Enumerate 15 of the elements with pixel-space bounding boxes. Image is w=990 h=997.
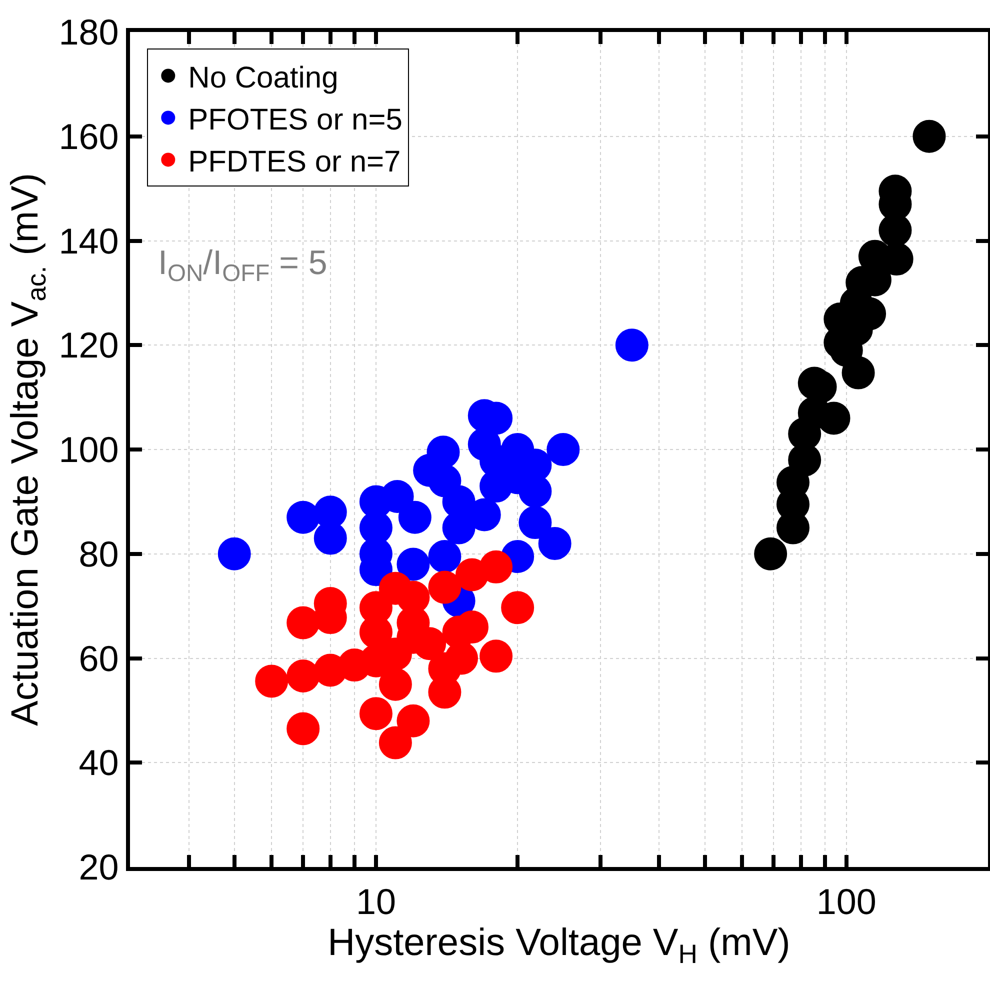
y-tick-label: 40 [78, 742, 119, 784]
y-tick-label: 140 [58, 220, 119, 262]
legend-label: PFOTES or n=5 [188, 103, 402, 136]
y-tick-label: 60 [78, 638, 119, 679]
y-tick-label: 180 [58, 12, 119, 53]
legend-label: No Coating [188, 61, 338, 94]
legend-label: PFDTES or n=7 [188, 145, 401, 178]
x-tick-label: 10 [356, 881, 396, 922]
y-tick-label: 80 [78, 533, 119, 574]
y-tick-label: 120 [58, 324, 119, 366]
annotation: I$_{ON}$/I$_{OFF}$ = 5 [158, 244, 328, 288]
y-tick-label: 20 [78, 846, 119, 888]
y-tick-label: 160 [58, 116, 119, 157]
y-tick-label: 100 [58, 429, 119, 470]
x-axis-title: Hysteresis Voltage V$_{H}$ (mV) [328, 922, 790, 970]
